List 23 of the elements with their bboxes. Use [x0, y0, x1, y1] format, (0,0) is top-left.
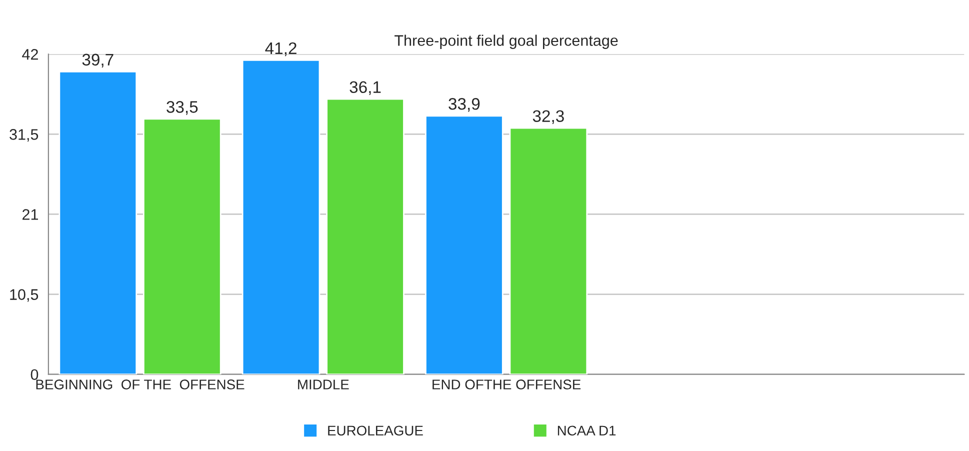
bar	[242, 60, 320, 374]
bar	[142, 118, 222, 374]
y-tick-label: 31,5	[10, 129, 38, 142]
data-label: 33,9	[448, 98, 480, 112]
y-tick-label: 42	[22, 48, 38, 60]
x-tick-label: END OFTHE OFFENSE	[432, 380, 581, 390]
y-tick-label: 0	[30, 369, 38, 380]
chart-title: Three-point field goal percentage	[394, 34, 618, 49]
bar	[509, 127, 588, 374]
x-tick-label: MIDDLE	[298, 380, 349, 390]
y-tick-label: 21	[22, 209, 38, 220]
bar	[425, 115, 504, 374]
x-tick-label: BEGINNING OF THE OFFENSE	[36, 380, 244, 390]
data-label: 32,3	[532, 110, 564, 124]
data-label: 33,5	[166, 101, 198, 115]
data-label: 39,7	[82, 54, 114, 68]
legend-label: NCAA D1	[558, 426, 616, 436]
y-tick-label: 10,5	[10, 289, 38, 302]
legend-label: EUROLEAGUE	[328, 426, 423, 436]
data-label: 36,1	[350, 81, 381, 95]
data-label: 41,2	[265, 42, 296, 56]
bar	[326, 98, 404, 374]
bar	[58, 70, 138, 374]
